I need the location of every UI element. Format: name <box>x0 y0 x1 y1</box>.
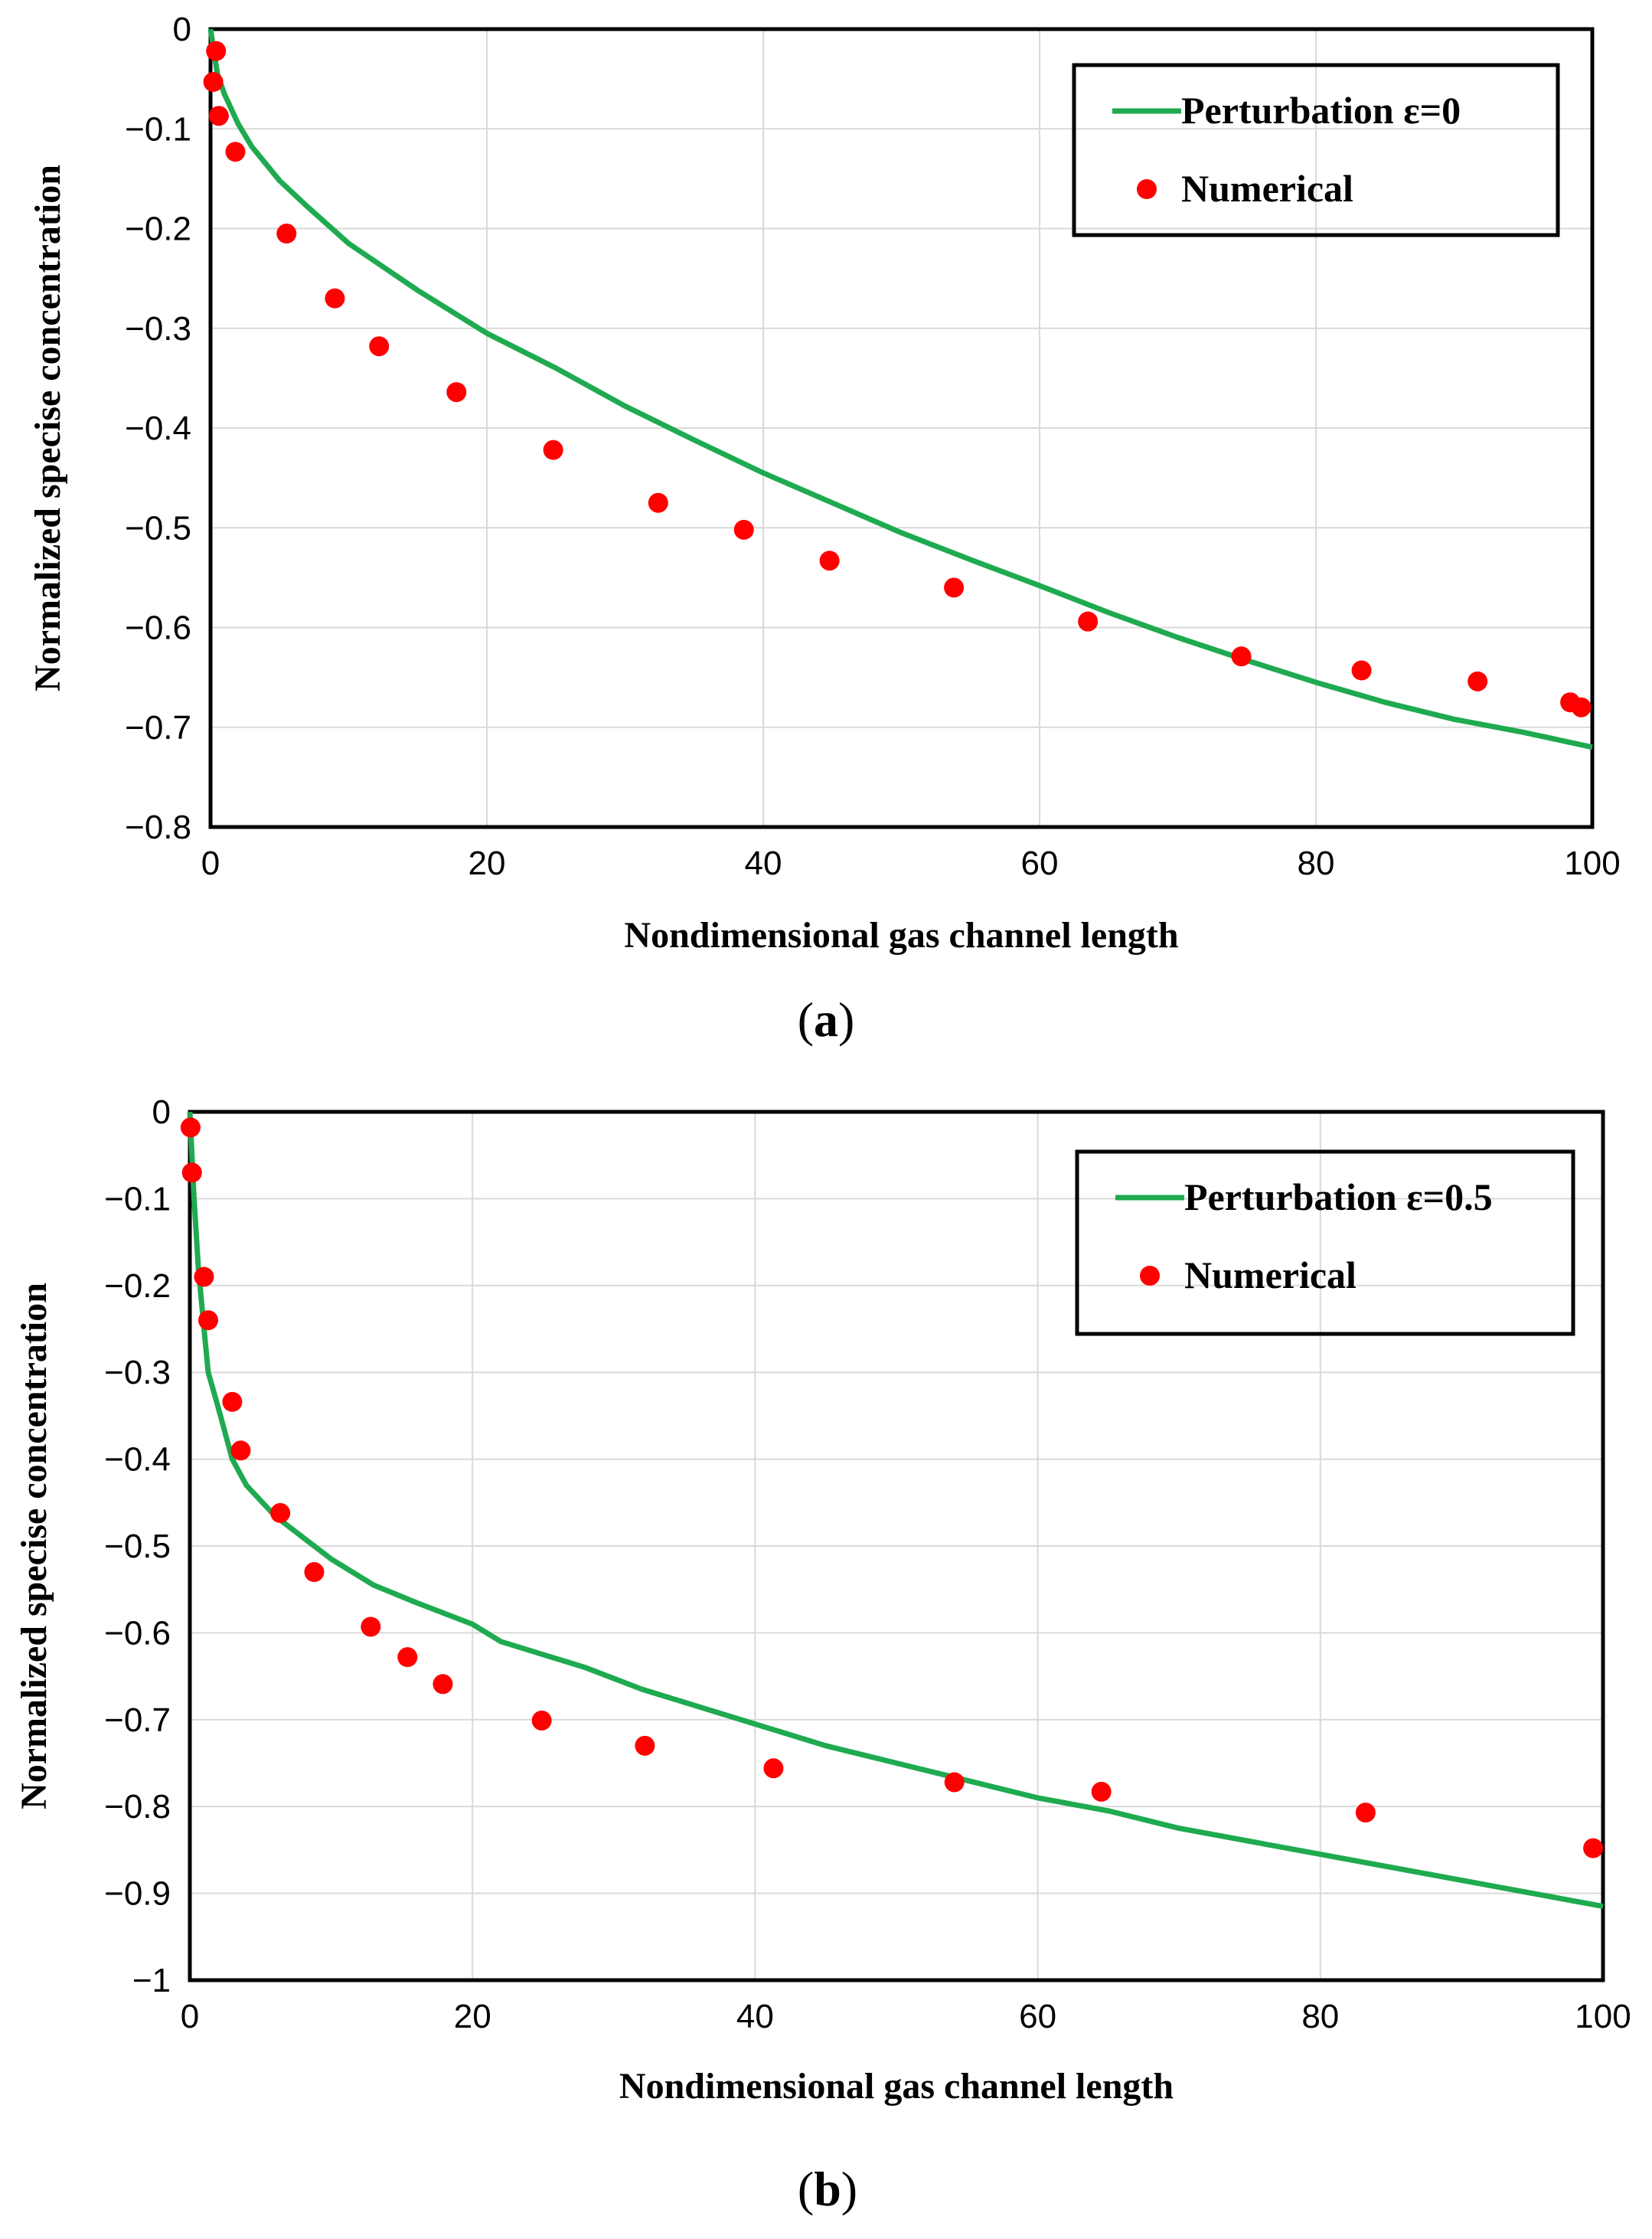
data-point-numerical-b <box>397 1647 418 1668</box>
x-tick-label-a: 20 <box>469 845 506 882</box>
data-point-numerical-a <box>1351 660 1372 681</box>
y-tick-label-a: −0.1 <box>125 110 191 148</box>
data-point-numerical-a <box>733 519 754 540</box>
data-point-numerical-a <box>1078 611 1099 632</box>
legend-label-perturbation-a: Perturbation ε=0 <box>1181 89 1461 132</box>
legend-dot-swatch-b <box>1140 1266 1160 1286</box>
data-point-numerical-a <box>1468 671 1488 691</box>
data-layer-b <box>180 1111 1604 1910</box>
data-point-numerical-a <box>944 577 965 598</box>
x-axis-label-b: Nondimensional gas channel length <box>619 2066 1174 2107</box>
panel-letter-b: b <box>814 2162 841 2216</box>
data-point-numerical-a <box>543 440 563 460</box>
data-point-numerical-a <box>225 142 246 162</box>
data-point-numerical-b <box>531 1710 552 1731</box>
data-point-numerical-b <box>304 1562 325 1583</box>
data-point-numerical-b <box>194 1267 214 1287</box>
data-point-numerical-b <box>361 1616 381 1637</box>
x-tick-label-a: 100 <box>1564 845 1620 882</box>
y-tick-label-b: −1 <box>132 1962 171 1999</box>
y-tick-label-b: −0.6 <box>104 1614 171 1652</box>
x-tick-label-a: 40 <box>745 845 782 882</box>
y-tick-label-b: −0.9 <box>104 1875 171 1913</box>
x-tick-label-b: 80 <box>1301 1998 1339 2035</box>
legend-box-a <box>1072 63 1560 237</box>
panel-letter-a: a <box>814 992 838 1047</box>
series-line-perturbation-b <box>187 1111 1604 1910</box>
y-tick-label-a: −0.3 <box>125 310 191 348</box>
y-tick-label-b: 0 <box>152 1093 171 1131</box>
data-point-numerical-b <box>1091 1781 1112 1802</box>
x-axis-label-a: Nondimensional gas channel length <box>624 915 1178 956</box>
data-point-numerical-b <box>433 1674 453 1695</box>
data-point-numerical-a <box>369 336 390 357</box>
data-point-numerical-a <box>819 551 840 571</box>
data-point-numerical-b <box>180 1117 201 1138</box>
data-point-numerical-b <box>944 1772 965 1793</box>
plot-area-a <box>208 27 1595 829</box>
data-point-numerical-a <box>203 72 224 93</box>
y-axis-label-b: Normalized specise concentration <box>14 1283 54 1809</box>
data-point-numerical-b <box>181 1162 202 1183</box>
x-tick-label-b: 40 <box>736 1998 774 2035</box>
x-tick-label-a: 60 <box>1021 845 1059 882</box>
legend-dot-swatch-a <box>1137 179 1157 199</box>
data-point-numerical-b <box>230 1440 251 1461</box>
x-tick-label-b: 100 <box>1575 1998 1631 2035</box>
data-point-numerical-a <box>206 41 227 61</box>
x-tick-label-b: 20 <box>454 1998 491 2035</box>
x-tick-label-a: 0 <box>201 845 220 882</box>
legend-label-perturbation-b: Perturbation ε=0.5 <box>1184 1175 1493 1218</box>
x-tick-label-b: 0 <box>181 1998 199 2035</box>
y-tick-label-a: −0.4 <box>125 410 191 447</box>
chart-panel-a: 0 20 40 60 80 100 0 −0.1 −0.2 −0.3 −0.4 −0.5 −0.6 −0.… <box>28 11 1621 1047</box>
y-tick-label-b: −0.8 <box>104 1788 171 1826</box>
y-tick-label-a: −0.2 <box>125 211 191 248</box>
plot-area-b <box>188 1110 1605 1982</box>
data-layer-a <box>203 28 1593 750</box>
tick-labels-a: 0 20 40 60 80 100 0 −0.1 −0.2 −0.3 −0.4 −0.5 −0.6 −0.… <box>125 11 1621 882</box>
data-point-numerical-a <box>325 288 345 309</box>
chart-panel-b: 0 20 40 60 80 100 0 −0.1 −0.2 −0.3 −0.4 −0.5 −0.6 −0.… <box>14 1093 1631 2216</box>
y-tick-label-a: −0.7 <box>125 709 191 747</box>
data-point-numerical-a <box>648 492 668 513</box>
data-point-numerical-a <box>446 382 467 403</box>
series-line-perturbation-a <box>207 28 1593 750</box>
y-tick-label-a: −0.5 <box>125 509 191 547</box>
legend-label-numerical-a: Numerical <box>1181 167 1353 210</box>
y-tick-label-a: 0 <box>173 11 191 48</box>
data-point-numerical-b <box>270 1502 291 1523</box>
panel-label-b: (b) <box>798 2162 857 2216</box>
data-point-numerical-a <box>276 224 297 244</box>
y-tick-label-b: −0.5 <box>104 1528 171 1565</box>
y-tick-label-b: −0.3 <box>104 1354 171 1391</box>
data-point-numerical-b <box>198 1310 218 1331</box>
data-point-numerical-a <box>208 106 229 126</box>
y-tick-label-a: −0.6 <box>125 610 191 647</box>
data-point-numerical-b <box>1355 1803 1376 1823</box>
gridlines-a <box>211 29 1592 827</box>
y-tick-label-b: −0.7 <box>104 1701 171 1739</box>
data-point-numerical-b <box>1583 1838 1604 1858</box>
y-axis-label-a: Normalized specise concentration <box>28 165 68 691</box>
data-point-numerical-a <box>1231 646 1252 667</box>
x-tick-label-a: 80 <box>1298 845 1335 882</box>
y-tick-label-b: −0.4 <box>104 1441 171 1479</box>
legend-box-b <box>1075 1149 1575 1336</box>
data-point-numerical-b <box>763 1758 784 1779</box>
data-point-numerical-b <box>222 1391 243 1412</box>
y-tick-label-a: −0.8 <box>125 809 191 846</box>
legend-a: Perturbation ε=0 Numerical <box>1072 63 1560 237</box>
legend-b: Perturbation ε=0.5 Numerical <box>1075 1149 1575 1336</box>
y-tick-label-b: −0.2 <box>104 1267 171 1305</box>
panel-label-a: (a) <box>798 992 855 1047</box>
y-tick-label-b: −0.1 <box>104 1180 171 1218</box>
data-point-numerical-b <box>635 1735 655 1756</box>
legend-label-numerical-b: Numerical <box>1184 1254 1357 1296</box>
data-point-numerical-a <box>1571 697 1592 717</box>
x-tick-label-b: 60 <box>1019 1998 1056 2035</box>
tick-labels-b: 0 20 40 60 80 100 0 −0.1 −0.2 −0.3 −0.4 −0.5 −0.6 −0.… <box>104 1093 1631 2035</box>
gridlines-b <box>190 1112 1603 1980</box>
